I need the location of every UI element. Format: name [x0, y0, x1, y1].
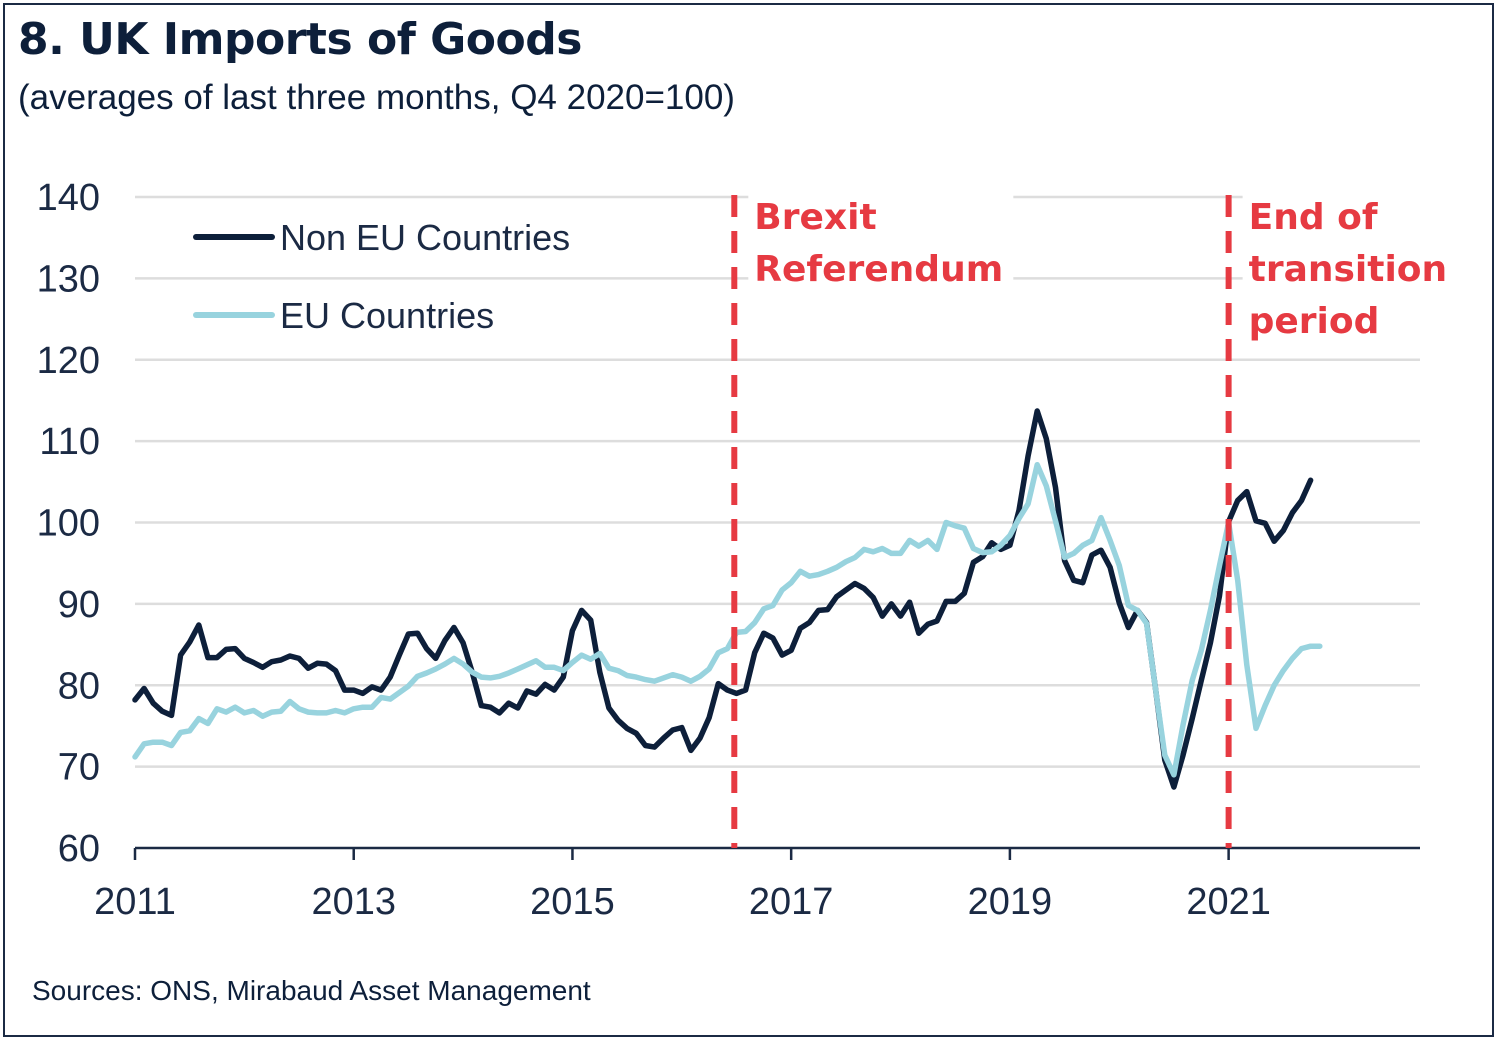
y-tick-label: 110 — [39, 421, 100, 463]
annotation-text-transition: End of — [1249, 197, 1378, 238]
series-line-eu — [132, 461, 1323, 778]
legend: Non EU Countries EU Countries — [193, 217, 570, 336]
x-tick-label: 2015 — [530, 881, 615, 923]
annotation-text-brexit: Referendum — [754, 249, 1003, 290]
y-tick-label: 100 — [37, 503, 100, 545]
x-tick-label: 2019 — [968, 881, 1053, 923]
annotation-mask — [748, 189, 1014, 299]
x-tick-label: 2011 — [94, 881, 176, 923]
source-note: Sources: ONS, Mirabaud Asset Management — [32, 975, 591, 1006]
y-tick-label: 140 — [37, 177, 100, 219]
x-tick-label: 2021 — [1186, 881, 1271, 923]
y-tick-label: 80 — [58, 665, 100, 707]
y-axis-labels: 60 70 80 90 100 110 120 130 140 — [37, 177, 100, 870]
series-line-non-eu — [132, 408, 1314, 790]
x-tick-label: 2013 — [311, 881, 396, 923]
y-tick-label: 90 — [58, 584, 100, 626]
annotation-text-brexit: Brexit — [754, 197, 876, 238]
x-axis: 2011 2013 2015 2017 2019 2021 — [94, 846, 1420, 923]
legend-label-non-eu: Non EU Countries — [280, 217, 570, 258]
series-lines — [132, 408, 1323, 790]
y-tick-label: 130 — [37, 258, 100, 300]
x-tick-label: 2017 — [749, 881, 834, 923]
annotations: Brexit Referendum End of transition period — [731, 189, 1453, 848]
annotation-text-transition: transition — [1249, 249, 1448, 290]
chart-frame — [3, 3, 1494, 1037]
legend-label-eu: EU Countries — [280, 295, 494, 336]
annotation-mask — [1242, 189, 1453, 351]
y-tick-label: 60 — [58, 828, 100, 870]
gridlines — [135, 195, 1420, 768]
y-tick-label: 70 — [58, 747, 100, 789]
chart-subtitle: (averages of last three months, Q4 2020=… — [18, 78, 735, 117]
annotation-text-transition: period — [1249, 301, 1380, 342]
chart-title: 8. UK Imports of Goods — [18, 14, 582, 65]
y-tick-label: 120 — [37, 340, 100, 382]
